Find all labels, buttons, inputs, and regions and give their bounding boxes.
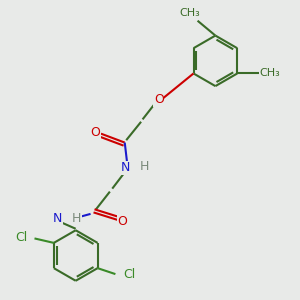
- Text: H: H: [140, 160, 149, 173]
- Text: O: O: [154, 93, 164, 106]
- Text: Cl: Cl: [123, 268, 135, 281]
- Text: N: N: [53, 212, 62, 225]
- Text: N: N: [121, 161, 130, 174]
- Text: H: H: [72, 212, 81, 225]
- Text: Cl: Cl: [15, 231, 27, 244]
- Text: O: O: [118, 215, 128, 228]
- Text: CH₃: CH₃: [260, 68, 280, 79]
- Text: CH₃: CH₃: [180, 8, 200, 18]
- Text: O: O: [90, 126, 100, 139]
